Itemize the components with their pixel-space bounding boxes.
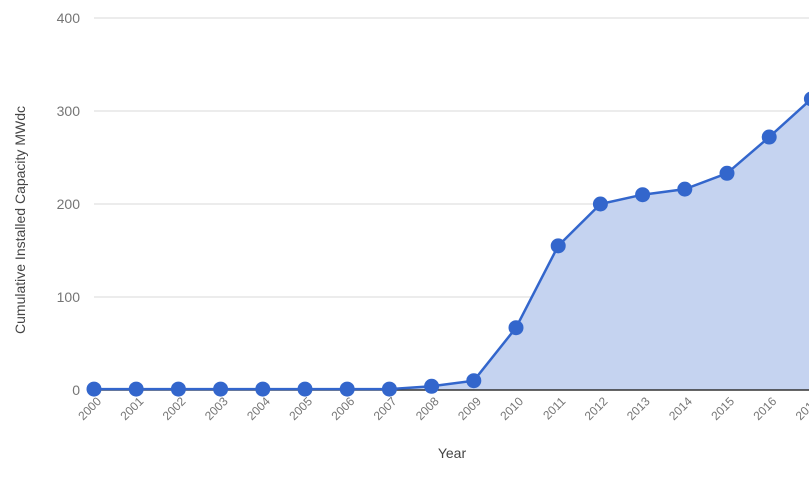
x-tick-label: 2010	[497, 394, 526, 423]
y-tick-labels: 0 100 200 300 400	[57, 10, 81, 398]
data-point-2017	[803, 91, 809, 107]
data-point-2010	[508, 320, 524, 336]
data-point-2005	[297, 381, 313, 397]
x-tick-label: 2011	[540, 394, 568, 422]
data-point-2008	[424, 378, 440, 394]
x-tick-label: 2016	[751, 394, 780, 423]
data-point-2016	[761, 129, 777, 145]
data-point-2003	[213, 381, 229, 397]
data-point-2012	[592, 196, 608, 212]
data-point-2006	[339, 381, 355, 397]
x-tick-label: 2014	[666, 394, 695, 423]
x-tick-label: 2004	[244, 394, 273, 423]
x-tick-label: 2009	[455, 394, 484, 423]
x-tick-label: 2007	[371, 394, 400, 423]
data-point-2001	[128, 381, 144, 397]
data-points	[86, 91, 809, 397]
x-tick-label: 2001	[118, 394, 147, 423]
y-tick-label: 200	[57, 196, 81, 212]
y-tick-label: 400	[57, 10, 81, 26]
x-tick-label: 2006	[329, 394, 358, 423]
x-tick-labels: 2000 2001 2002 2003 2004 2005 2006 2007 2008 2009…	[75, 394, 809, 423]
x-tick-label: 2013	[624, 394, 653, 423]
data-point-2000	[86, 381, 102, 397]
area-fill	[94, 101, 809, 390]
data-point-2015	[719, 165, 735, 181]
data-point-2002	[170, 381, 186, 397]
x-tick-label: 2000	[75, 394, 104, 423]
y-axis-title: Cumulative Installed Capacity MWdc	[12, 106, 28, 334]
data-point-2007	[381, 381, 397, 397]
data-point-2004	[255, 381, 271, 397]
x-tick-label: 2002	[160, 394, 189, 423]
x-tick-label: 2005	[286, 394, 315, 423]
y-tick-label: 300	[57, 103, 81, 119]
data-point-2013	[635, 187, 651, 203]
y-tick-label: 100	[57, 289, 81, 305]
x-tick-label: 2017	[793, 394, 809, 423]
data-point-2014	[677, 181, 693, 197]
x-tick-label: 2003	[202, 394, 231, 423]
y-tick-label: 0	[72, 382, 80, 398]
x-tick-label: 2008	[413, 394, 442, 423]
x-tick-label: 2015	[708, 394, 737, 423]
data-point-2009	[466, 373, 482, 389]
data-point-2011	[550, 238, 566, 254]
x-axis-title: Year	[438, 445, 467, 461]
x-tick-label: 2012	[582, 394, 611, 423]
